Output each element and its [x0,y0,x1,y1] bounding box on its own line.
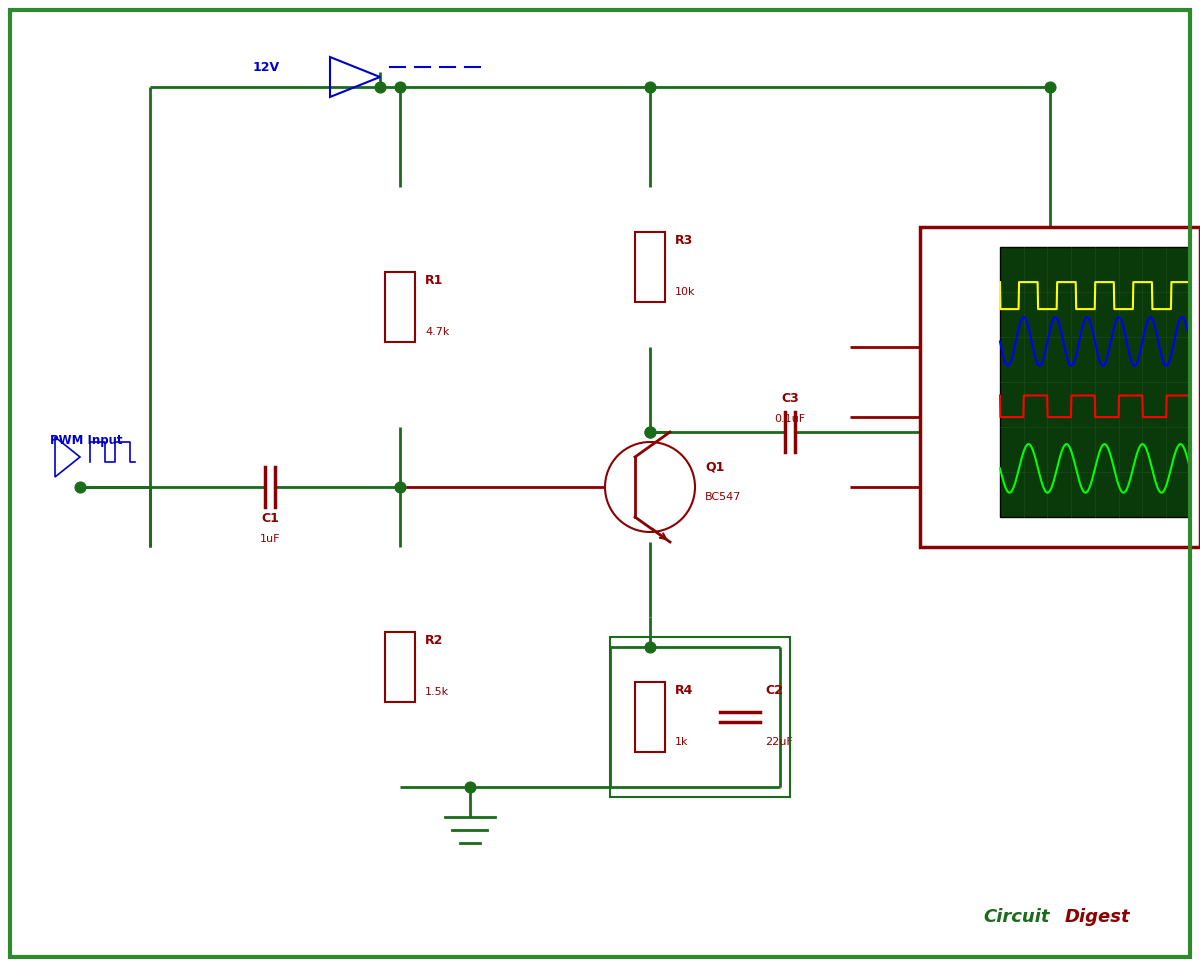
Text: D: D [944,481,955,493]
Text: BC547: BC547 [704,492,742,502]
Bar [920,227,1200,547]
Text: 0.1uF: 0.1uF [774,414,805,424]
Text: C: C [944,411,954,424]
Text: C3: C3 [781,392,799,405]
Text: B: B [944,340,954,354]
Bar [385,632,415,702]
Point [71,480,90,495]
Text: R1: R1 [425,274,443,287]
Text: A: A [944,271,955,283]
Text: 1uF: 1uF [259,534,281,544]
Bar [385,272,415,342]
Text: Q1: Q1 [704,460,725,474]
Point [641,425,660,440]
Bar [1000,247,1190,517]
Text: R3: R3 [674,234,694,247]
Text: 1.5k: 1.5k [425,687,449,697]
Bar [635,232,665,302]
Text: Digest: Digest [1064,908,1130,926]
Point [641,425,660,440]
Point [390,480,409,495]
Point [641,639,660,655]
Bar [635,682,665,752]
Point [461,779,480,795]
Text: R4: R4 [674,684,694,697]
Text: 1k: 1k [674,737,689,747]
Point [371,79,390,95]
Point [390,79,409,95]
Point [1040,79,1060,95]
Text: C1: C1 [262,512,278,525]
Text: PWM Input: PWM Input [50,434,122,447]
Text: C2: C2 [766,684,782,697]
Text: R2: R2 [425,634,443,647]
Text: 12V: 12V [253,61,280,73]
Text: Circuit: Circuit [984,908,1050,926]
Bar [610,637,790,797]
Text: 22uF: 22uF [766,737,793,747]
Text: 10k: 10k [674,287,696,297]
Text: 4.7k: 4.7k [425,327,449,337]
Point [641,79,660,95]
